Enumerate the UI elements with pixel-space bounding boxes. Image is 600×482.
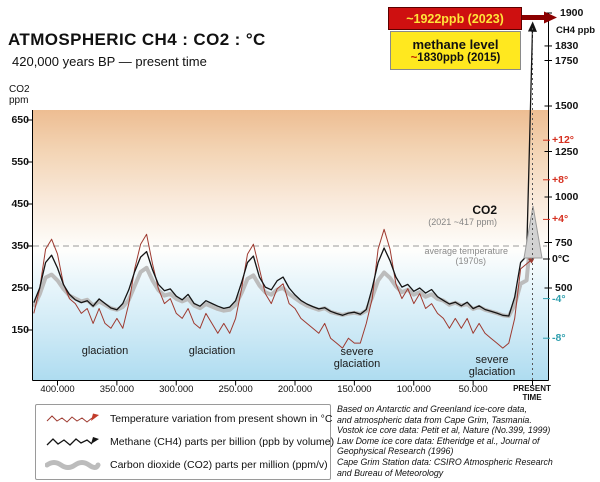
co2-axis-tick-label: 550 bbox=[11, 156, 29, 168]
legend-label-temperature: Temperature variation from present shown… bbox=[110, 413, 333, 425]
co2-axis-tick-label: 350 bbox=[11, 240, 29, 252]
x-axis-tick-label: 350.000 bbox=[99, 384, 135, 395]
x-axis-tick-label: 250.000 bbox=[218, 384, 253, 395]
ch4-axis-tick-label: 1500 bbox=[555, 100, 579, 112]
temp-axis-tick-label: +4° bbox=[552, 213, 569, 226]
x-axis-present-label: PRESENT TIME bbox=[513, 384, 551, 402]
average-temperature-annotation: average temperature (1970s) bbox=[424, 246, 508, 266]
data-sources-text: Based on Antarctic and Greenland ice-cor… bbox=[337, 404, 553, 478]
co2-axis-tick-label: 150 bbox=[11, 324, 29, 336]
legend-label-co2: Carbon dioxide (CO2) parts per million (… bbox=[110, 459, 328, 471]
methane-line-sample-icon bbox=[46, 437, 99, 446]
ch4-axis-tick-label: 750 bbox=[555, 236, 573, 249]
x-axis-tick-label: 100.000 bbox=[396, 384, 431, 395]
temperature-series-line bbox=[33, 228, 536, 349]
legend-item-co2: Carbon dioxide (CO2) parts per million (… bbox=[45, 457, 328, 473]
ch4-axis-tick-label: 500 bbox=[555, 282, 573, 294]
ch4-axis-tick-label: 1750 bbox=[555, 54, 579, 67]
ch4-axis-tick-label: 1000 bbox=[555, 191, 579, 203]
methane-2015-value: ~1830ppb (2015) bbox=[410, 52, 501, 64]
tilde-mark: ~ bbox=[410, 52, 418, 64]
plot-gradient-background bbox=[32, 110, 549, 381]
x-axis-tick-label: 200.000 bbox=[277, 384, 313, 395]
severe-glaciation-label-2: severe glaciation bbox=[468, 354, 516, 378]
temp-axis-tick-label: +8° bbox=[552, 173, 569, 186]
legend: Temperature variation from present shown… bbox=[35, 404, 334, 480]
severe-glaciation-label-1: severe glaciation bbox=[333, 346, 381, 370]
temperature-line-sample-icon bbox=[46, 413, 99, 423]
legend-item-methane: Methane (CH4) parts per billion (ppb by … bbox=[45, 434, 334, 450]
temp-axis-tick-label: 0°C bbox=[552, 253, 570, 265]
co2-annotation-value: (2021 ~417 ppm) bbox=[428, 217, 497, 227]
x-axis-tick-label: 400.000 bbox=[40, 384, 75, 395]
temp-axis-tick-label: +12° bbox=[552, 134, 575, 147]
ch4-axis-tick-label: 1830 bbox=[555, 39, 579, 52]
page-title: ATMOSPHERIC CH4 : CO2 : °C bbox=[8, 30, 266, 49]
co2-axis-unit-label: CO2 ppm bbox=[9, 84, 30, 106]
methane-2023-badge: ~1922ppb (2023) bbox=[388, 7, 522, 30]
page-subtitle: 420,000 years BP — present time bbox=[12, 54, 207, 69]
co2-annotation: CO2 bbox=[472, 203, 497, 217]
methane-2023-arrow-head bbox=[544, 11, 557, 24]
ch4-axis-tick-label: 1250 bbox=[555, 145, 579, 158]
methane-2023-value: ~1922ppb (2023) bbox=[406, 11, 504, 26]
temp-axis-tick-label: -8° bbox=[552, 332, 566, 345]
legend-item-temperature: Temperature variation from present shown… bbox=[45, 411, 332, 427]
ch4-series-line bbox=[33, 21, 537, 317]
methane-level-badge: methane level ~1830ppb (2015) bbox=[390, 31, 521, 70]
x-axis-tick-label: 50.000 bbox=[458, 384, 488, 395]
co2-line-sample-icon bbox=[45, 460, 101, 470]
x-axis-tick-label: 150.000 bbox=[337, 384, 372, 395]
glaciation-label-1: glaciation bbox=[81, 345, 129, 357]
ch4-axis-unit-label: CH4 ppb bbox=[556, 25, 596, 36]
temp-axis-tick-label: -4° bbox=[552, 292, 566, 305]
co2-axis-tick-label: 450 bbox=[11, 198, 29, 210]
co2-axis-tick-label: 650 bbox=[11, 114, 29, 126]
co2-axis-tick-label: 250 bbox=[11, 282, 29, 294]
x-axis-tick-label: 300.000 bbox=[159, 384, 194, 395]
methane-level-title: methane level bbox=[412, 37, 499, 52]
legend-label-methane: Methane (CH4) parts per billion (ppb by … bbox=[110, 436, 335, 448]
glaciation-label-2: glaciation bbox=[188, 345, 236, 357]
ch4-axis-top-value: 1900 bbox=[560, 7, 584, 19]
